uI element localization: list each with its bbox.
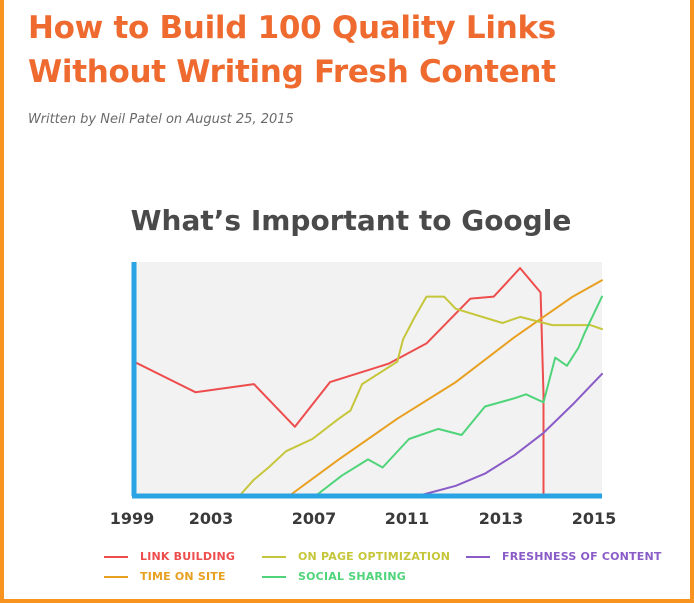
series-line-link-building	[133, 267, 545, 497]
x-tick-label: 2015	[572, 509, 617, 528]
article-title[interactable]: How to Build 100 Quality Links Without W…	[28, 10, 556, 90]
x-tick-label: 2003	[189, 509, 234, 528]
series-line-time-on-site	[288, 279, 603, 497]
x-tick-label: 2013	[479, 509, 524, 528]
series-line-freshness-of-content	[416, 372, 603, 497]
x-tick-label: 2007	[292, 509, 337, 528]
article-byline: Written by Neil Patel on August 25, 2015	[28, 112, 294, 127]
plot-background	[134, 262, 602, 496]
series-line-on-page-optimization	[238, 295, 603, 497]
line-chart: 1999 2003 2007 2011 2013 2015	[110, 262, 617, 528]
x-tick-label: 2011	[385, 509, 430, 528]
x-tick-label: 1999	[110, 509, 155, 528]
series-line-social-sharing	[314, 295, 603, 497]
chart-title: What’s Important to Google	[130, 204, 572, 237]
